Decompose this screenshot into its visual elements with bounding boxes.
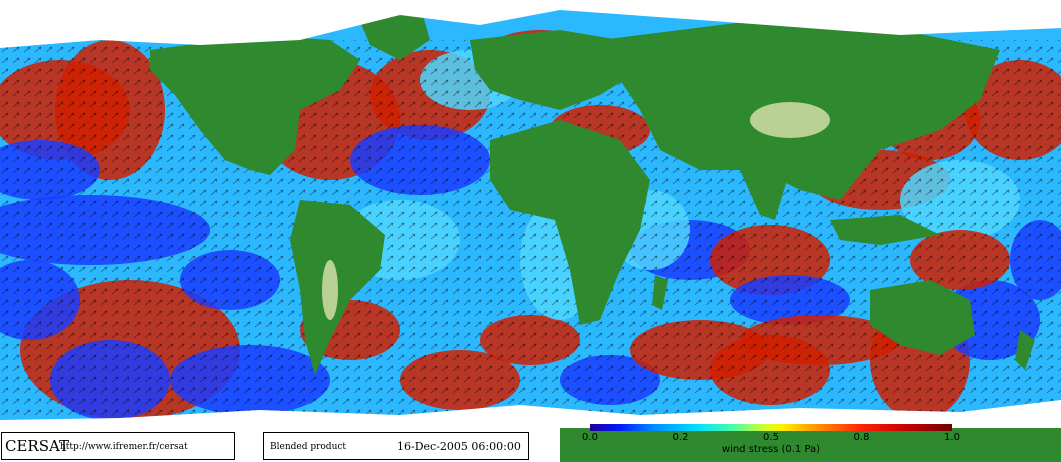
plateau-highlight xyxy=(750,102,830,138)
cersat-logo: CERSAT xyxy=(5,437,70,455)
cersat-url-link[interactable]: http://www.ifremer.fr/cersat xyxy=(60,442,188,452)
colorbar xyxy=(590,424,952,431)
continent xyxy=(1015,330,1035,370)
colorbar-tick-label: 0.0 xyxy=(582,432,598,443)
product-date: 16-Dec-2005 06:00:00 xyxy=(397,440,521,453)
colorbar-tick-label: 0.5 xyxy=(763,432,779,443)
continent xyxy=(150,35,360,175)
continent xyxy=(870,280,975,355)
andes-highlight xyxy=(322,260,338,320)
colorbar-tick-label: 0.2 xyxy=(672,432,689,443)
color-legend: 0.0 0.2 0.5 0.8 1.0 wind stress (0.1 Pa) xyxy=(582,424,960,460)
land-masses xyxy=(150,5,1035,375)
continent xyxy=(740,170,790,220)
continent xyxy=(652,275,668,310)
legend-title: wind stress (0.1 Pa) xyxy=(721,444,821,455)
continent xyxy=(490,120,650,325)
antarctica-land xyxy=(560,428,1061,462)
credit-box: CERSAT http://www.ifremer.fr/cersat xyxy=(1,432,235,460)
colorbar-tick-label: 1.0 xyxy=(944,432,960,443)
colorbar-tick-label: 0.8 xyxy=(853,432,870,443)
continent xyxy=(830,215,940,245)
continent xyxy=(470,30,640,110)
product-box: Blended product 16-Dec-2005 06:00:00 xyxy=(263,432,529,460)
arctic-ice xyxy=(0,0,1061,48)
product-name: Blended product xyxy=(270,442,347,452)
